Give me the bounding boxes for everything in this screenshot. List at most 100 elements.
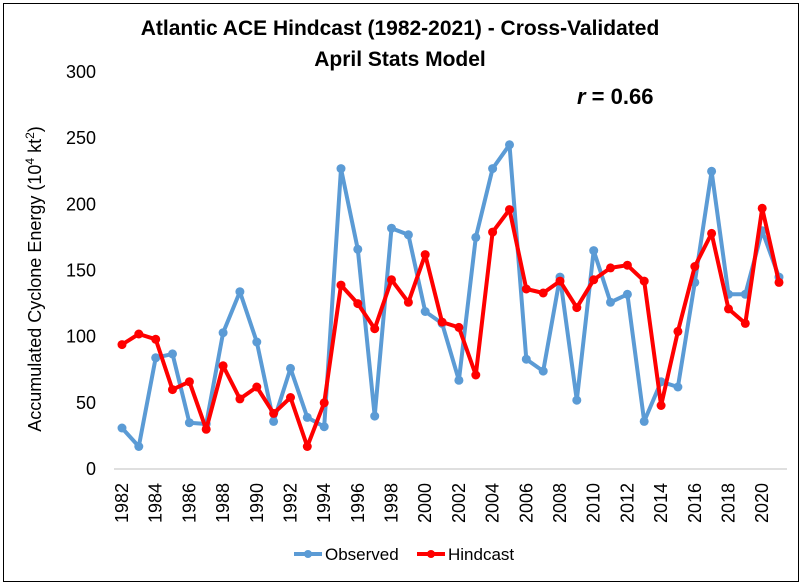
y-tick-label: 300 [66, 62, 96, 82]
data-point-observed [117, 423, 127, 433]
legend: Observed Hindcast [294, 545, 514, 564]
data-point-observed [488, 164, 498, 174]
correlation-value: = 0.66 [586, 84, 654, 109]
data-point-observed [505, 140, 514, 150]
y-axis-label-sup1: 4 [23, 158, 37, 165]
data-point-hindcast [336, 280, 346, 290]
data-point-observed [673, 382, 683, 392]
x-tick-label: 2002 [449, 483, 469, 523]
data-point-observed [420, 307, 430, 316]
y-tick-label: 250 [66, 128, 96, 148]
data-point-hindcast [740, 318, 750, 328]
data-point-hindcast [218, 361, 228, 371]
series-observed [117, 140, 784, 451]
x-tick-label: 2008 [550, 483, 570, 523]
x-tick-label: 2020 [752, 483, 772, 523]
data-point-hindcast [235, 394, 245, 404]
y-tick-label: 100 [66, 327, 96, 347]
data-point-observed [235, 287, 245, 297]
data-point-hindcast [437, 317, 447, 327]
data-point-observed [319, 422, 329, 432]
data-point-observed [286, 363, 295, 373]
data-point-hindcast [690, 262, 700, 271]
y-tick-label: 200 [66, 194, 96, 214]
y-tick-label: 0 [86, 459, 96, 479]
series-line-hindcast [120, 206, 781, 449]
data-point-observed [471, 232, 481, 242]
data-point-observed [606, 297, 615, 307]
data-point-observed [387, 223, 396, 233]
data-point-observed [589, 246, 599, 256]
data-point-hindcast [471, 370, 481, 380]
data-point-hindcast [757, 203, 767, 213]
correlation-annotation: r = 0.66 [577, 84, 653, 109]
y-axis-ticks: 0 50 100 150 200 250 300 [66, 62, 96, 479]
data-point-observed [538, 366, 548, 376]
data-point-hindcast [724, 304, 733, 314]
y-axis-label: Accumulated Cyclone Energy (104 kt2) [23, 126, 45, 432]
x-tick-label: 2014 [651, 483, 671, 523]
x-tick-label: 2000 [415, 483, 435, 523]
data-point-hindcast [420, 250, 430, 260]
legend-observed-marker [304, 550, 312, 558]
data-point-hindcast [774, 277, 784, 287]
data-point-observed [336, 164, 346, 174]
data-point-hindcast [117, 340, 127, 350]
series-hindcast [117, 203, 784, 451]
data-point-hindcast [201, 424, 211, 434]
y-tick-label: 50 [76, 393, 96, 413]
data-point-hindcast [168, 385, 177, 395]
data-point-hindcast [353, 299, 363, 309]
data-point-hindcast [403, 297, 413, 307]
x-tick-label: 1984 [146, 483, 166, 523]
data-point-observed [707, 166, 717, 176]
chart-frame: Atlantic ACE Hindcast (1982-2021) - Cros… [3, 3, 799, 582]
data-point-hindcast [555, 276, 565, 286]
x-tick-label: 1996 [348, 483, 368, 523]
x-tick-label: 1998 [382, 483, 402, 523]
data-point-hindcast [538, 288, 548, 298]
data-point-hindcast [572, 303, 582, 313]
data-point-hindcast [673, 326, 683, 336]
data-point-hindcast [639, 276, 649, 286]
data-point-hindcast [286, 393, 295, 402]
correlation-symbol: r [577, 84, 587, 109]
series-line-observed [120, 142, 781, 449]
y-axis-label-mid: kt [25, 139, 45, 158]
data-point-hindcast [707, 228, 717, 238]
data-point-hindcast [269, 408, 279, 418]
data-point-hindcast [151, 334, 161, 344]
data-point-observed [454, 375, 464, 385]
data-point-observed [521, 354, 531, 364]
data-point-observed [622, 289, 632, 299]
data-point-hindcast [184, 377, 194, 387]
data-point-observed [134, 442, 144, 451]
x-tick-label: 1982 [112, 483, 132, 523]
data-point-hindcast [589, 275, 599, 285]
data-point-hindcast [134, 329, 144, 339]
y-axis-label-sup2: 2 [23, 132, 37, 139]
data-point-observed [639, 416, 649, 426]
data-point-observed [252, 337, 262, 347]
x-tick-label: 2012 [617, 483, 637, 523]
data-point-observed [302, 412, 312, 422]
x-axis-ticks: 1982 1984 1986 1988 1990 1992 1994 1996 1998 2000… [112, 483, 772, 523]
data-point-hindcast [302, 442, 312, 451]
x-tick-label: 2016 [685, 483, 705, 523]
y-tick-label: 150 [66, 261, 96, 281]
data-point-hindcast [454, 322, 464, 332]
data-point-hindcast [488, 227, 498, 237]
x-tick-label: 2010 [584, 483, 604, 523]
legend-hindcast-label: Hindcast [448, 545, 514, 564]
x-tick-label: 2006 [516, 483, 536, 523]
ace-line-chart: Atlantic ACE Hindcast (1982-2021) - Cros… [23, 17, 787, 564]
x-tick-label: 2018 [718, 483, 738, 523]
data-point-hindcast [521, 284, 531, 294]
chart-title-line2: April Stats Model [314, 48, 486, 71]
data-point-observed [151, 353, 161, 363]
data-point-observed [184, 418, 194, 428]
data-point-observed [218, 328, 228, 338]
data-point-observed [572, 395, 582, 405]
data-point-hindcast [656, 401, 666, 410]
x-tick-label: 1992 [280, 483, 300, 523]
